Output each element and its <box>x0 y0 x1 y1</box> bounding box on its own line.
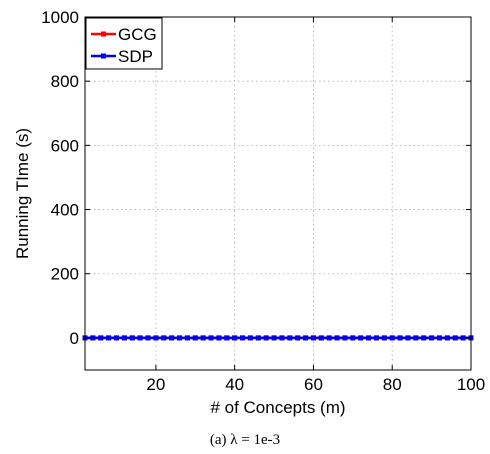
series-sdp-point <box>429 335 435 341</box>
series-sdp-point <box>389 335 395 341</box>
x-tick-label: 20 <box>146 375 165 394</box>
series-sdp-point <box>350 335 356 341</box>
series-sdp-point <box>303 335 309 341</box>
series-sdp-point <box>373 335 379 341</box>
y-tick-label: 600 <box>51 136 79 155</box>
y-tick-label: 400 <box>51 201 79 220</box>
series-sdp-point <box>216 335 222 341</box>
series-sdp-point <box>232 335 238 341</box>
series-sdp-point <box>161 335 167 341</box>
series-sdp-point <box>200 335 206 341</box>
series-sdp-point <box>358 335 364 341</box>
legend-gcg-label: GCG <box>118 25 157 44</box>
y-tick-label: 800 <box>51 72 79 91</box>
legend-sdp-label: SDP <box>118 47 153 66</box>
series-sdp-point <box>90 335 96 341</box>
series-sdp-point <box>295 335 301 341</box>
x-tick-label: 100 <box>457 375 485 394</box>
series-sdp-point <box>318 335 324 341</box>
series-sdp-point <box>145 335 151 341</box>
x-tick-label: 60 <box>304 375 323 394</box>
axis-ticks <box>85 16 472 370</box>
series-sdp-point <box>413 335 419 341</box>
series-sdp-point <box>342 335 348 341</box>
series-sdp-point <box>271 335 277 341</box>
series-sdp-point <box>114 335 120 341</box>
series-sdp-point <box>310 335 316 341</box>
series-sdp-point <box>366 335 372 341</box>
series-sdp-point <box>184 335 190 341</box>
series-sdp-point <box>279 335 285 341</box>
series-sdp-point <box>106 335 112 341</box>
series-sdp-point <box>129 335 135 341</box>
series-sdp-point <box>326 335 332 341</box>
series-sdp-point <box>452 335 458 341</box>
series-sdp-point <box>436 335 442 341</box>
series-sdp-point <box>192 335 198 341</box>
x-tick-label: 40 <box>225 375 244 394</box>
series-sdp-point <box>208 335 214 341</box>
y-tick-label: 200 <box>51 265 79 284</box>
caption: (a) λ = 1e-3 <box>210 432 280 448</box>
legend-gcg-marker <box>101 31 106 37</box>
legend: GCG SDP <box>85 17 163 70</box>
series-sdp-point <box>287 335 293 341</box>
series-sdp-point <box>397 335 403 341</box>
series-sdp-point <box>177 335 183 341</box>
series-sdp-point <box>444 335 450 341</box>
series-sdp-point <box>421 335 427 341</box>
series-sdp-point <box>255 335 261 341</box>
series-sdp-point <box>460 335 466 341</box>
y-tick-label: 0 <box>70 329 79 348</box>
series-sdp-point <box>169 335 175 341</box>
x-axis-label: # of Concepts (m) <box>210 398 345 417</box>
series-sdp-point <box>263 335 269 341</box>
series-sdp-point <box>247 335 253 341</box>
legend-box <box>85 17 163 70</box>
legend-sdp-marker <box>101 53 106 59</box>
series-sdp-point <box>98 335 104 341</box>
series-sdp-point <box>153 335 159 341</box>
plot-frame <box>84 16 472 371</box>
series-sdp-point <box>381 335 387 341</box>
series-sdp-point <box>240 335 246 341</box>
series-sdp-point <box>224 335 230 341</box>
y-axis-label: Running TIme (s) <box>13 128 32 259</box>
x-tick-label: 80 <box>383 375 402 394</box>
plot-area <box>82 16 474 371</box>
plot-background <box>85 17 471 370</box>
series-sdp-point <box>121 335 127 341</box>
series-sdp-point <box>405 335 411 341</box>
y-tick-label: 1000 <box>41 8 79 27</box>
series-sdp-point <box>137 335 143 341</box>
series-sdp-point <box>334 335 340 341</box>
